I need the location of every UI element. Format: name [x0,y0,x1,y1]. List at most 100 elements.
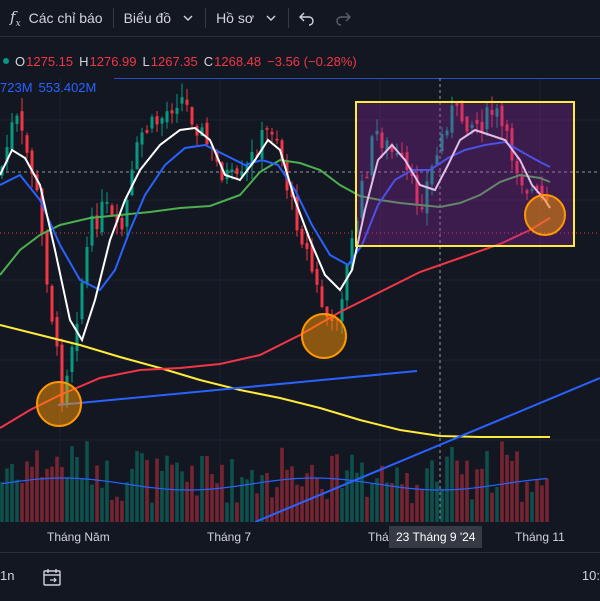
volume-bar [135,451,139,522]
high-label: H [79,53,89,69]
candle-body [365,176,369,179]
candle-body [160,118,164,124]
candle-body [80,282,84,320]
undo-icon [299,12,314,26]
candle-body [60,344,64,406]
candle-body [515,161,519,174]
close-label: C [203,53,214,69]
candle-body [220,162,224,181]
crosshair-date-label: 23 Tháng 9 '24 [389,526,483,548]
volume-bar [355,472,359,522]
candle-body [520,175,524,186]
ma-white-line [0,126,551,343]
undo-button[interactable] [289,0,325,36]
volume-bar [10,464,14,522]
change-value: −3.56 (−0.28%) [267,53,357,69]
volume-bar [400,484,404,522]
candle-body [460,100,464,122]
top-toolbar: fx Các chỉ báo Biểu đồ Hồ sơ [0,0,600,37]
candle-body [140,132,144,145]
profile-label: Hồ sơ [216,10,255,26]
candle-body [315,268,319,285]
candle-body [260,129,264,159]
volume-bar [70,446,74,522]
volume-bar [475,469,479,522]
ohlc-legend: O 1275.15 H 1276.99 L 1267.35 C 1268.48 −3.5… [0,52,363,70]
candle-body [5,147,9,163]
volume-bar [40,477,44,522]
candle-body [350,238,354,270]
volume-bar [350,454,354,522]
volume-bar [235,502,239,522]
candle-body [530,189,534,191]
volume-bar [160,470,164,522]
candle-body [325,306,329,318]
redo-button[interactable] [325,0,361,36]
volume-bar [45,468,49,522]
volume-bars [0,441,549,522]
volume-bar [190,465,194,522]
time-axis[interactable]: Tháng Năm Tháng 7 Thá Tháng 11 [0,522,600,552]
candle-body [490,110,494,115]
circle-marker-2 [301,313,347,359]
candle-body [175,107,179,114]
profile-button[interactable]: Hồ sơ [206,0,288,36]
volume-bar [410,503,414,522]
volume-bar [520,501,524,522]
indicators-button[interactable]: fx Các chỉ báo [0,0,113,36]
circle-marker-1 [36,381,82,427]
candle-body [405,152,409,170]
volume-bar [500,441,504,522]
candle-body [120,217,124,230]
volume-bar [175,462,179,522]
volume-bar [150,502,154,522]
candle-body [145,130,149,133]
volume-bar [55,456,59,522]
volume-bar [340,488,344,522]
volume-bar [300,486,304,522]
volume-bar [375,478,379,522]
toolbar-divider [112,8,114,28]
candle-body [445,130,449,136]
volume-bar [30,466,34,522]
volume-bar [535,479,539,522]
volume-bar [215,483,219,522]
candle-body [165,111,169,123]
price-chart[interactable] [0,78,600,522]
calendar-icon[interactable] [40,565,64,589]
candle-body [470,124,474,128]
range-button[interactable]: 1n [0,568,15,583]
volume-bar [310,464,314,522]
volume-bar [35,450,39,522]
candle-body [10,122,14,150]
support-trendline [57,370,418,406]
candle-body [465,116,469,132]
volume-bar [195,495,199,522]
candle-body [390,144,394,152]
volume-ma-line [1,477,548,491]
candle-body [475,120,479,124]
time-tick: Tháng Năm [47,530,110,544]
volume-bar [110,499,114,522]
candle-body [105,202,109,204]
volume-bar [155,458,159,522]
volume-bar [65,477,69,522]
volume-bar [305,473,309,522]
low-label: L [142,53,150,69]
candle-body [30,150,34,175]
time-tick: Tháng 11 [515,530,565,544]
volume-bar [185,481,189,522]
candle-body [525,190,529,194]
candle-body [190,107,194,125]
chart-type-button[interactable]: Biểu đồ [114,0,205,36]
volume-bar [275,487,279,522]
candle-body [395,153,399,155]
volume-bar [170,464,174,522]
chevron-down-icon [266,15,276,21]
candle-body [430,166,434,185]
volume-bar [345,470,349,522]
volume-bar [260,475,264,522]
volume-legend: 723M 553.402M [0,80,102,95]
volume-bar [465,460,469,522]
low-value: 1267.35 [150,53,198,69]
